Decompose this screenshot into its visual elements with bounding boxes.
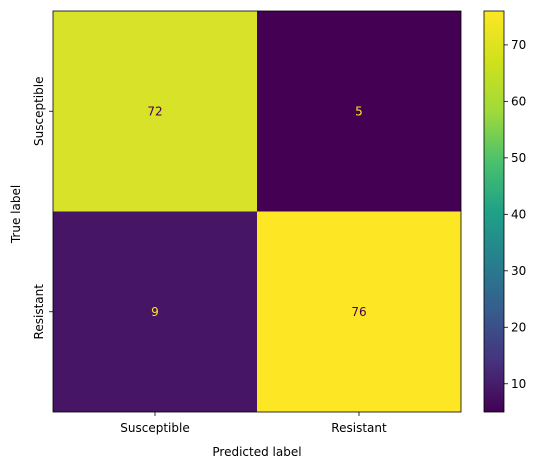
axes-frame [52,10,462,413]
cell-value-label: 9 [151,305,159,319]
x-axis-ticks: Susceptible Resistant [120,412,387,435]
colorbar-tick-label: 20 [511,320,526,334]
x-tick-label: Susceptible [120,421,189,435]
x-tick-label: Resistant [331,421,387,435]
plot-frame [52,10,462,413]
colorbar: 10 20 30 40 50 60 70 [483,10,526,413]
y-tick-label: Resistant [32,284,46,340]
y-tick-label: Susceptible [32,77,46,146]
heatmap-cell [257,11,461,212]
cell-value-label: 72 [147,104,162,118]
heatmap-cell [53,11,257,212]
y-axis-label: True label [9,185,23,244]
cell-value-label: 5 [355,104,363,118]
heatmap-cell [257,211,461,412]
colorbar-tick-label: 50 [511,151,526,165]
colorbar-gradient [483,10,505,413]
heatmap-cell [53,211,257,412]
heatmap-cells: 72 5 9 76 [53,11,461,412]
cell-value-label: 76 [351,305,366,319]
colorbar-tick-label: 10 [511,377,526,391]
colorbar-tick-label: 40 [511,207,526,221]
y-axis-ticks: Susceptible Resistant [32,77,53,340]
colorbar-tick-label: 30 [511,264,526,278]
colorbar-tick-label: 60 [511,94,526,108]
x-axis-label: Predicted label [212,445,301,459]
colorbar-tick-label: 70 [511,38,526,52]
